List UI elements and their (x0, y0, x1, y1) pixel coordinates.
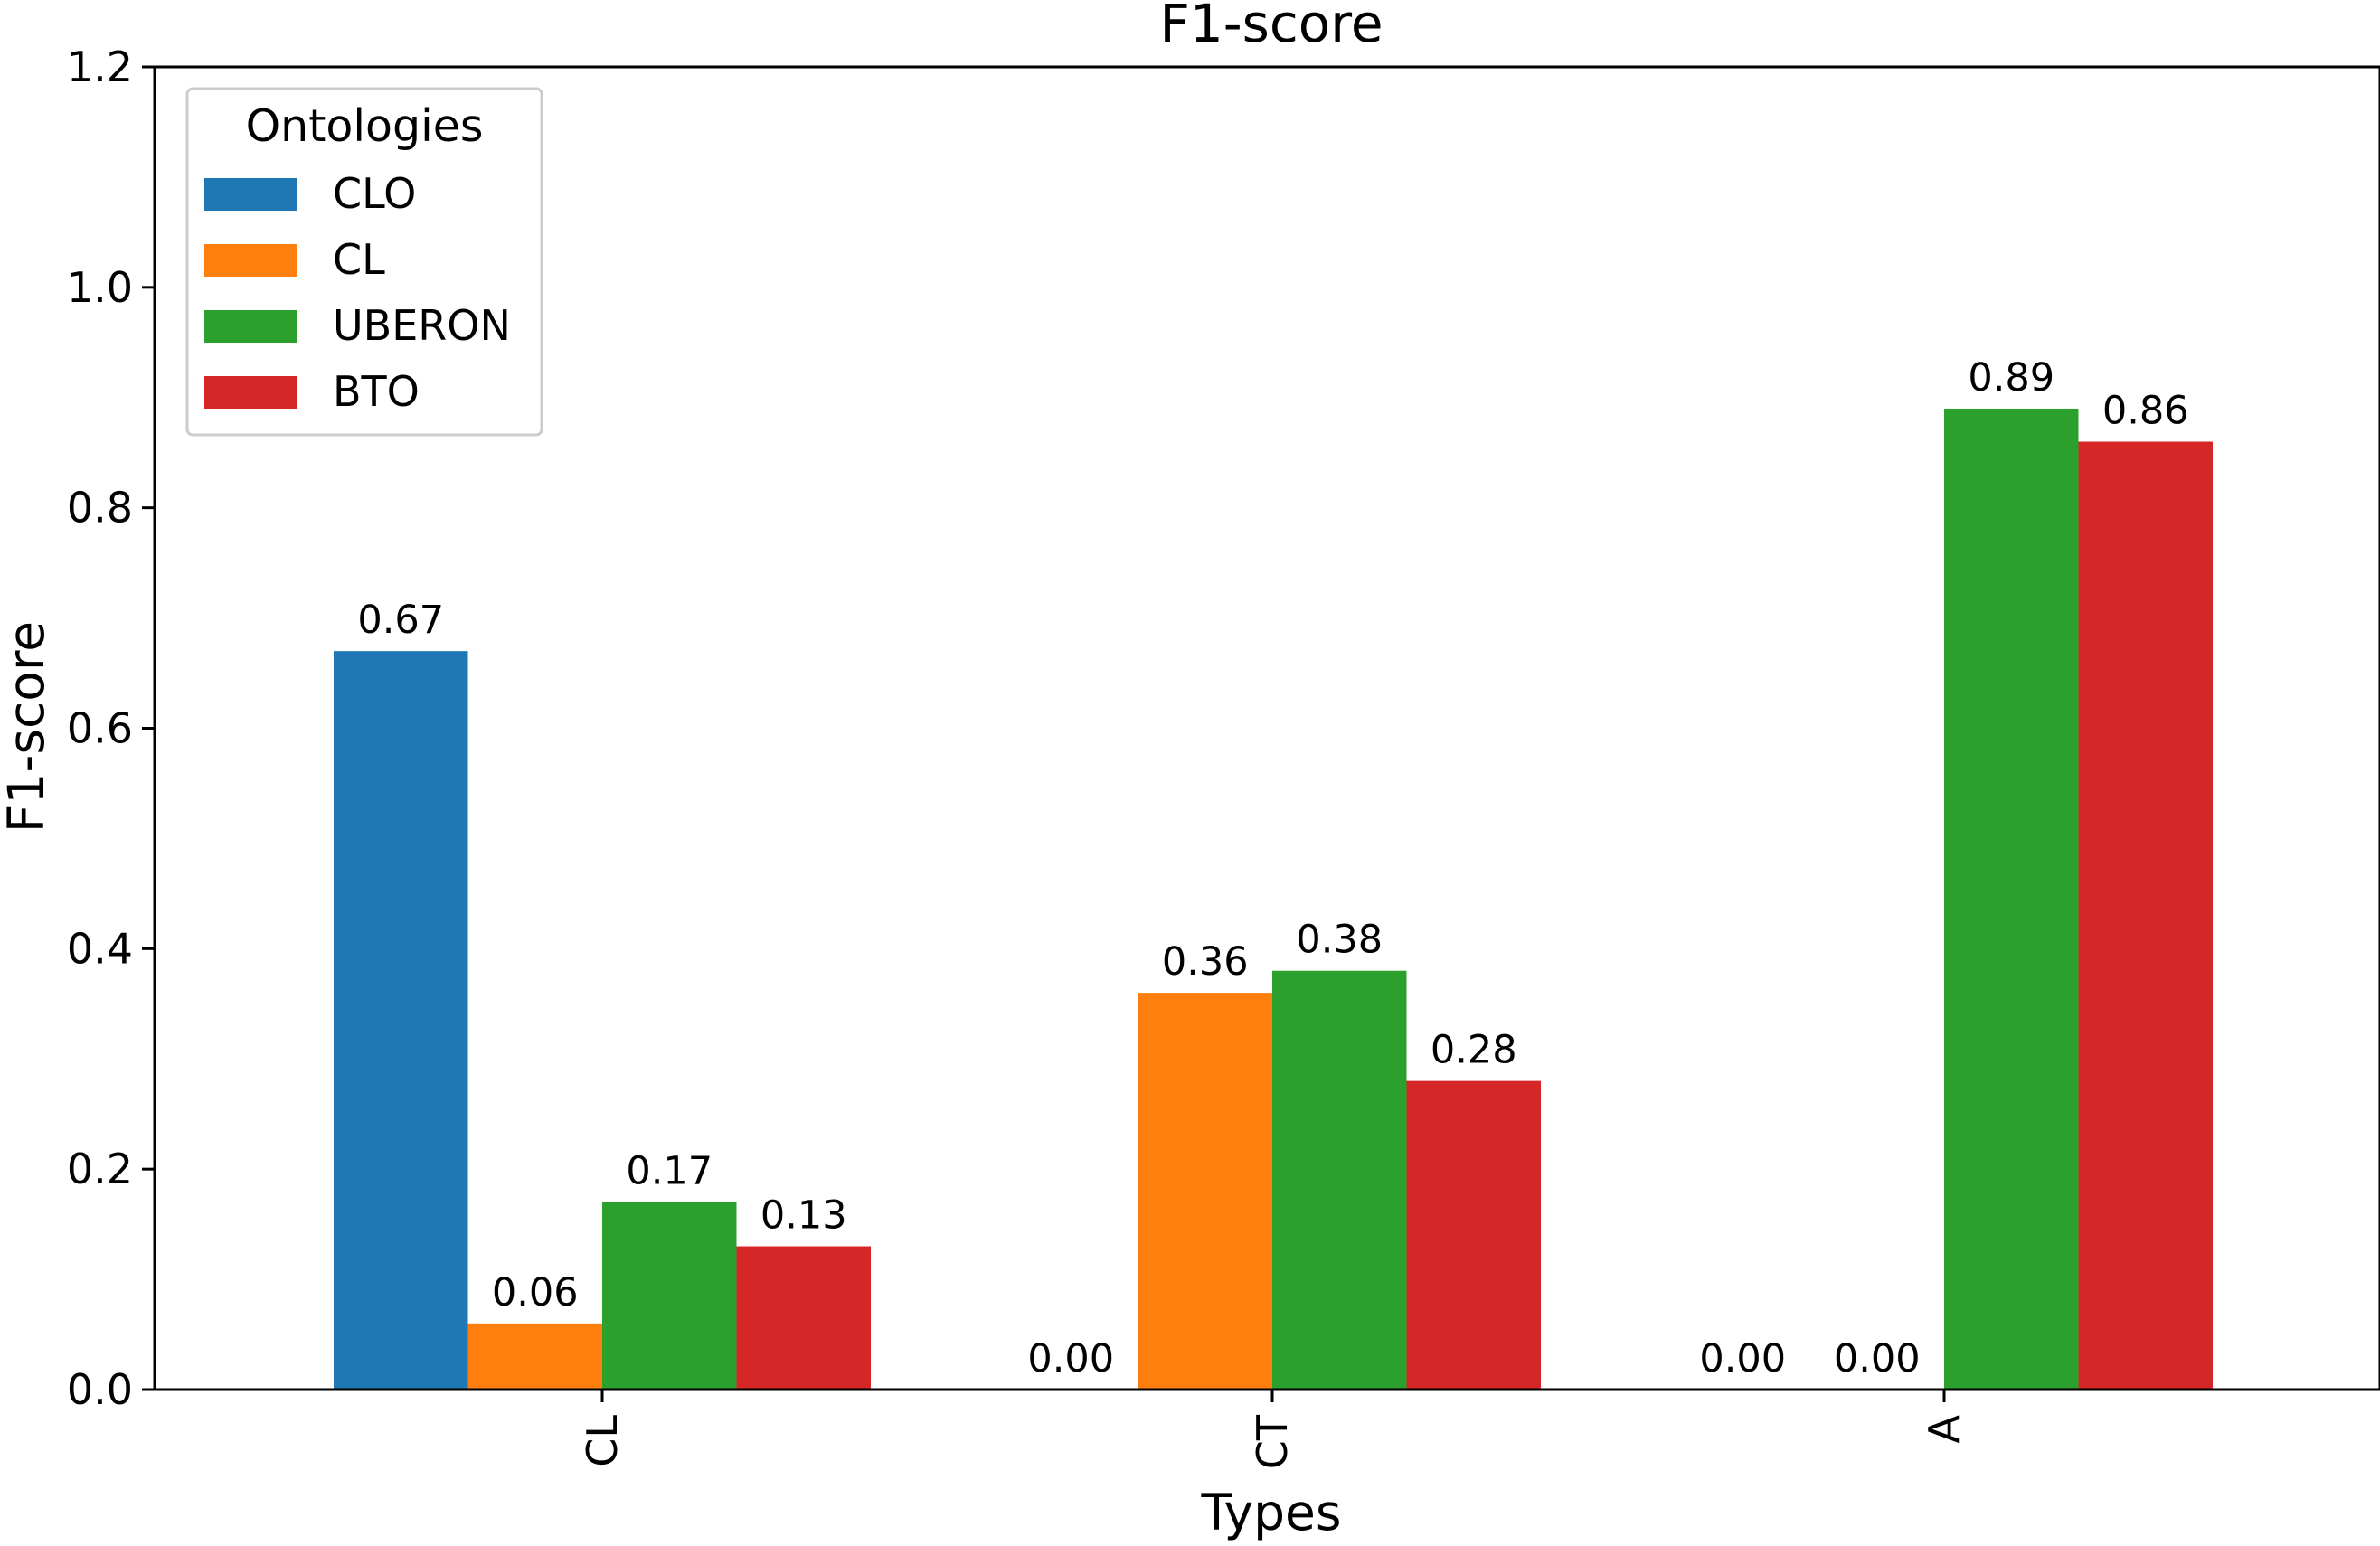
x-tick-label-ct: CT (1248, 1414, 1297, 1469)
value-labels-layer: 0.67 0.00 0.00 0.06 0.36 0.00 0.17 0.38 0.89 0.13… (357, 355, 2188, 1381)
value-label-clo-cl: 0.67 (357, 598, 444, 643)
bar-clo-cl (334, 651, 468, 1390)
legend-title: Ontologies (246, 100, 484, 152)
bar-cl-ct (1138, 993, 1272, 1390)
bars-layer (334, 408, 2213, 1390)
legend-label-bto: BTO (333, 367, 420, 416)
value-label-bto-ct: 0.28 (1431, 1028, 1517, 1073)
value-label-cl-ct: 0.36 (1162, 939, 1249, 985)
x-tick-label-a: A (1920, 1414, 1969, 1443)
y-tick-label: 0.6 (67, 704, 133, 753)
value-label-uberon-ct: 0.38 (1296, 918, 1383, 963)
legend-swatch-bto (204, 376, 297, 409)
x-tick-label-cl: CL (578, 1415, 627, 1467)
bar-bto-ct (1406, 1080, 1541, 1390)
value-label-clo-a: 0.00 (1699, 1336, 1786, 1381)
value-label-uberon-cl: 0.17 (626, 1149, 713, 1194)
x-axis-label: Types (1201, 1484, 1342, 1541)
value-label-clo-ct: 0.00 (1027, 1336, 1114, 1381)
legend-swatch-cl (204, 244, 297, 277)
value-label-uberon-a: 0.89 (1968, 355, 2054, 401)
y-tick-label: 0.2 (67, 1145, 133, 1193)
y-ticks-layer: 0.0 0.2 0.4 0.6 0.8 1.0 1.2 (67, 42, 155, 1414)
value-label-bto-a: 0.86 (2102, 389, 2189, 434)
x-ticks-layer: CL CT A (578, 1390, 1969, 1469)
value-label-cl-a: 0.00 (1834, 1336, 1921, 1381)
value-label-cl-cl: 0.06 (492, 1270, 579, 1315)
value-label-bto-cl: 0.13 (760, 1193, 847, 1239)
y-tick-label: 0.4 (67, 924, 133, 973)
legend-label-cl: CL (333, 235, 385, 284)
y-axis-label: F1-score (0, 621, 55, 833)
bar-bto-cl (736, 1246, 871, 1390)
chart-title: F1-score (1159, 0, 1383, 54)
y-tick-label: 0.8 (67, 484, 133, 533)
y-tick-label: 0.0 (67, 1365, 133, 1414)
legend-swatch-uberon (204, 310, 297, 343)
legend-label-clo: CLO (333, 169, 416, 218)
legend-swatch-clo (204, 178, 297, 211)
bar-uberon-ct (1272, 970, 1407, 1390)
y-tick-label: 1.2 (67, 42, 133, 91)
bar-bto-a (2078, 441, 2213, 1390)
bar-cl-cl (468, 1323, 602, 1390)
legend-box (185, 87, 543, 437)
bar-uberon-cl (602, 1202, 737, 1390)
bar-uberon-a (1944, 408, 2079, 1390)
legend-label-uberon: UBERON (333, 301, 511, 350)
y-tick-label: 1.0 (67, 263, 133, 312)
legend: Ontologies CLO CL UBERON BTO (185, 87, 543, 437)
legend-entries: CLO CL UBERON BTO (204, 169, 511, 416)
